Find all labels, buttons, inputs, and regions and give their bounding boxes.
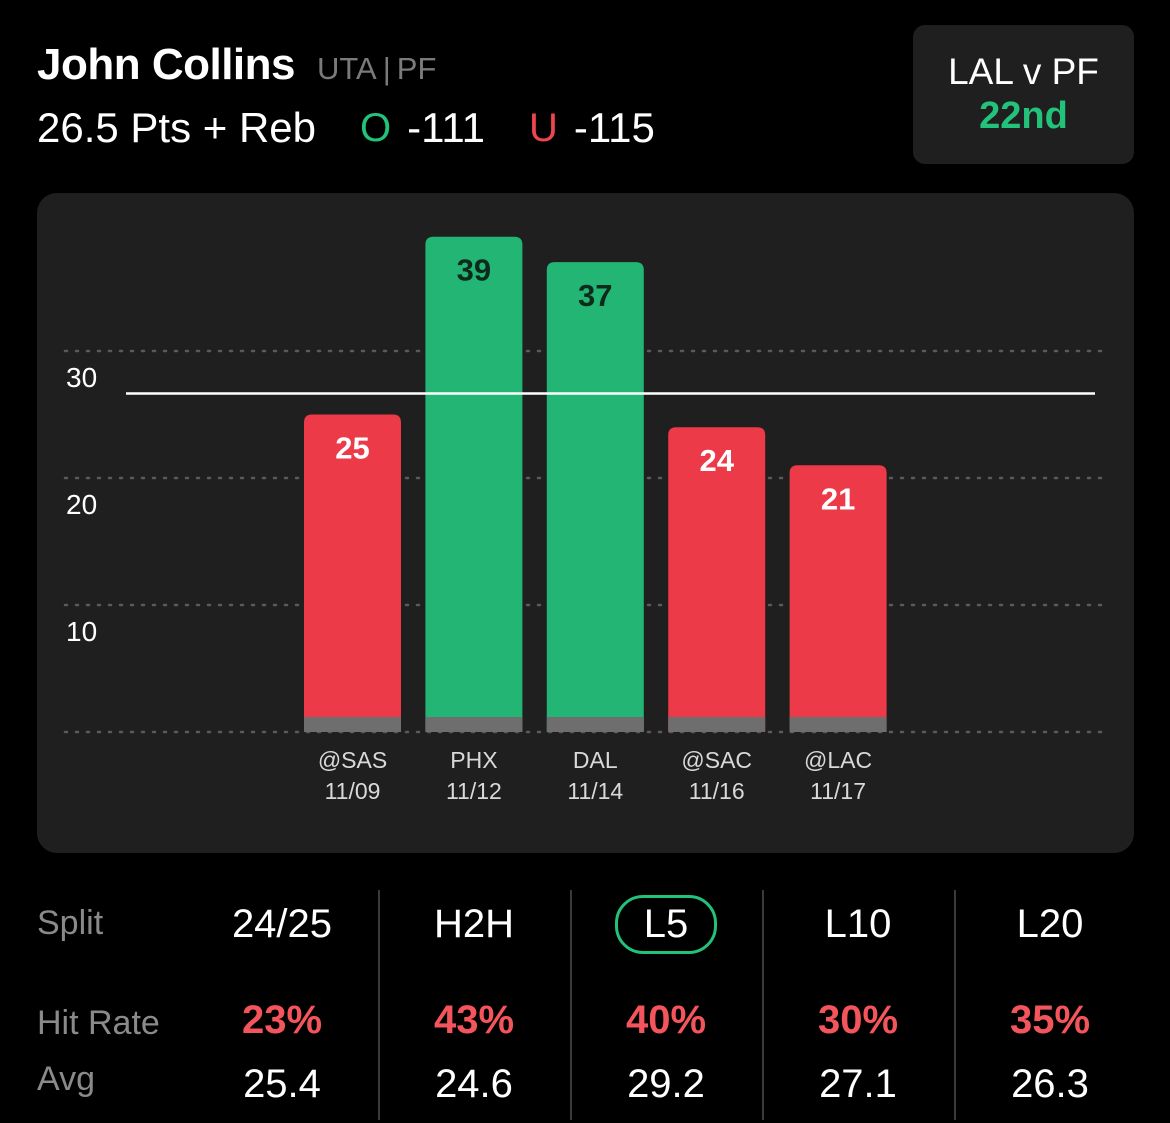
- hit-rate-value: 30%: [817, 998, 899, 1042]
- bar: [546, 262, 644, 732]
- x-tick-opponent: @SAS: [318, 747, 387, 773]
- column-divider: [570, 890, 572, 1120]
- x-tick-date: 11/09: [325, 778, 381, 804]
- y-tick-label: 20: [66, 489, 97, 520]
- bar-base: [789, 717, 887, 732]
- bar: [789, 465, 887, 732]
- separator: |: [382, 51, 391, 86]
- x-tick-opponent: DAL: [573, 747, 618, 773]
- bar: [425, 236, 523, 732]
- splits-table: Split Hit Rate Avg 24/25 23% 25.4 H2H 43…: [0, 880, 1170, 1123]
- bar-base: [304, 717, 401, 732]
- avg-value: 27.1: [819, 1062, 897, 1106]
- matchup-rank: 22nd: [979, 95, 1068, 137]
- split-tab-l5-selected[interactable]: L5: [614, 895, 718, 954]
- split-tab-l10[interactable]: L10: [824, 902, 892, 946]
- x-tick-date: 11/12: [446, 778, 502, 804]
- split-row-label: Split: [37, 904, 104, 942]
- bar-value-label: 25: [335, 431, 369, 466]
- x-tick-date: 11/14: [567, 778, 623, 804]
- over-label[interactable]: O: [360, 105, 392, 150]
- avg-row-label: Avg: [37, 1060, 95, 1098]
- team-abbr: UTA: [317, 51, 377, 86]
- bar: [304, 414, 401, 732]
- hit-rate-value: 40%: [625, 998, 707, 1042]
- player-header: John Collins UTA | PF: [37, 40, 436, 90]
- bar-base: [546, 717, 644, 732]
- prop-line-row: 26.5 Pts + Reb O -111 U -115: [37, 104, 655, 152]
- team-position: UTA | PF: [317, 51, 436, 87]
- y-tick-label: 10: [66, 616, 97, 647]
- split-tab-h2h[interactable]: H2H: [433, 902, 515, 946]
- column-divider: [378, 890, 380, 1120]
- hit-rate-value: 43%: [433, 998, 515, 1042]
- avg-value: 29.2: [627, 1062, 705, 1106]
- hit-rate-value: 35%: [1009, 998, 1091, 1042]
- avg-value: 24.6: [435, 1062, 513, 1106]
- bar-value-label: 24: [699, 443, 734, 478]
- matchup-rank-card[interactable]: LAL v PF 22nd: [913, 25, 1134, 164]
- avg-value: 25.4: [243, 1062, 321, 1106]
- hit-rate-row-label: Hit Rate: [37, 1004, 160, 1042]
- bar-value-label: 37: [578, 278, 612, 313]
- avg-value: 26.3: [1011, 1062, 1089, 1106]
- column-divider: [954, 890, 956, 1120]
- bar-value-label: 39: [457, 253, 491, 288]
- split-tab-l20[interactable]: L20: [1016, 902, 1084, 946]
- bar: [668, 427, 766, 732]
- position-abbr: PF: [396, 51, 437, 86]
- y-tick-label: 30: [66, 362, 97, 393]
- matchup-label: LAL v PF: [948, 51, 1099, 92]
- column-divider: [762, 890, 764, 1120]
- x-tick-date: 11/16: [689, 778, 745, 804]
- prop-line: 26.5 Pts + Reb: [37, 104, 317, 151]
- x-tick-date: 11/17: [810, 778, 866, 804]
- x-tick-opponent: PHX: [450, 747, 497, 773]
- split-tab-2425[interactable]: 24/25: [231, 902, 333, 946]
- x-tick-opponent: @SAC: [681, 747, 752, 773]
- bar-base: [668, 717, 766, 732]
- bar-value-label: 21: [821, 481, 855, 516]
- hit-rate-value: 23%: [241, 998, 323, 1042]
- player-name: John Collins: [37, 40, 296, 89]
- game-log-chart: 10 20 30 25 @SAS 11/09 39 PHX 11/12 37 DAL 11/14 24 @…: [63, 236, 1106, 804]
- x-tick-opponent: @LAC: [804, 747, 872, 773]
- bar-base: [425, 717, 523, 732]
- under-label[interactable]: U: [528, 105, 558, 150]
- under-odds[interactable]: -115: [573, 104, 655, 151]
- game-log-chart-panel: 10 20 30 25 @SAS 11/09 39 PHX 11/12 37 DAL 11/14 24 @…: [37, 193, 1134, 853]
- over-odds[interactable]: -111: [407, 104, 485, 151]
